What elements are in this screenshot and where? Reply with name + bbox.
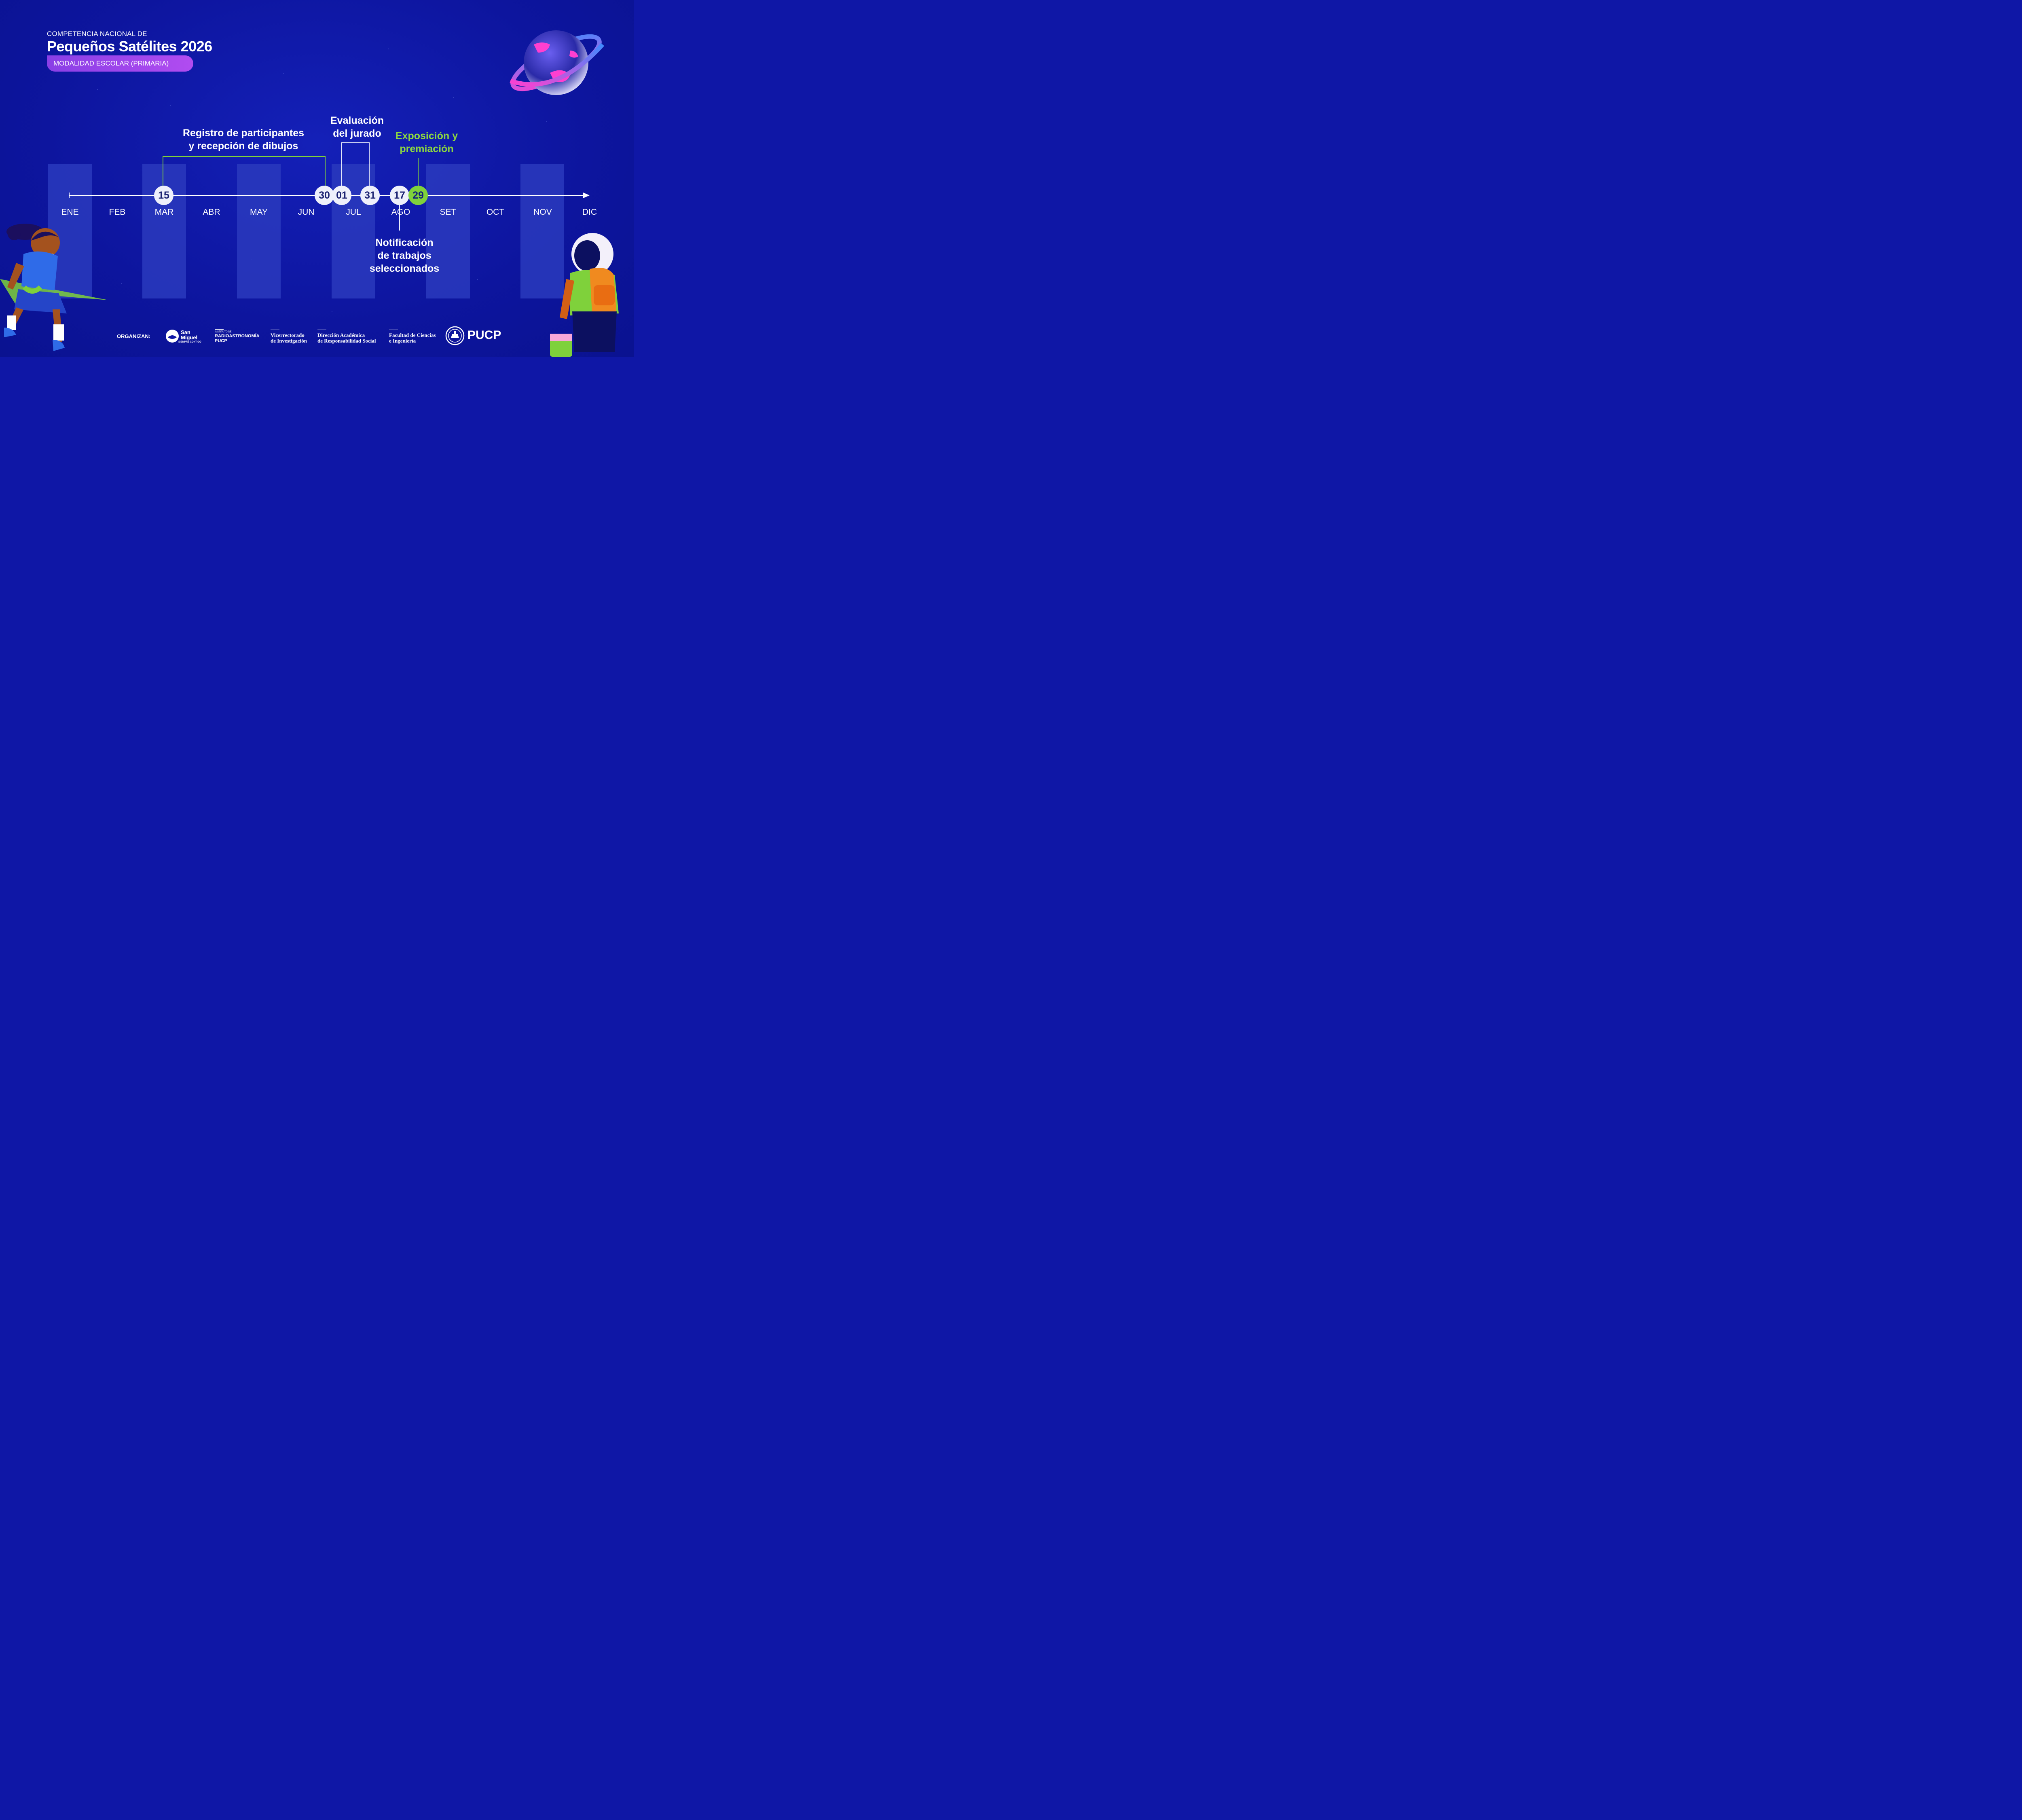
dars-line2: de Responsabilidad Social [317, 338, 376, 344]
planet-illustration [510, 30, 605, 95]
month-column-mar [142, 164, 186, 298]
date-node-17-ago: 17 [390, 186, 409, 205]
sanmiguel-logo-icon [166, 330, 179, 343]
month-label: ENE [61, 207, 79, 217]
date-node-15-mar: 15 [154, 186, 173, 205]
event-notificacion-line1: Notificación [375, 237, 434, 248]
event-exposicion: Exposición y premiación [388, 129, 465, 155]
date-node-01-jul: 01 [332, 186, 351, 205]
girl-illustration [0, 224, 108, 351]
month-label: DIC [582, 207, 597, 217]
sanmiguel-line2: Miguel [181, 334, 198, 341]
event-exposicion-line2: premiación [400, 143, 454, 154]
radio-small: INSTITUTO DE [215, 331, 232, 333]
event-evaluacion: Evaluación del jurado [325, 114, 389, 140]
vri-line1: Vicerrectorado [271, 332, 305, 338]
pucp-shield-icon [445, 326, 465, 345]
event-evaluacion-line1: Evaluación [330, 115, 384, 126]
modality-badge: MODALIDAD ESCOLAR (PRIMARIA) [47, 55, 193, 72]
month-label: JUN [298, 207, 315, 217]
month-label: OCT [486, 207, 505, 217]
event-notificacion-line3: seleccionados [369, 263, 440, 274]
timeline-start-tick [69, 193, 70, 198]
vri-line2: de Investigación [271, 338, 307, 344]
astronaut-illustration [550, 233, 619, 357]
pucp-wordmark: PUCP [467, 328, 501, 342]
event-notificacion: Notificación de trabajos seleccionados [364, 236, 445, 275]
sanmiguel-line1: San [181, 329, 190, 335]
month-column-nov [520, 164, 564, 298]
exposicion-connector [418, 158, 419, 186]
modality-label: MODALIDAD ESCOLAR (PRIMARIA) [53, 59, 169, 67]
timeline-arrow-icon [583, 193, 590, 198]
radio-line1: RADIOASTRONOMÍA [215, 334, 260, 339]
fci-line1: Facultad de Ciencias [389, 332, 436, 338]
month-label: FEB [109, 207, 126, 217]
month-label: ABR [203, 207, 220, 217]
dars-line1: Dirección Académica [317, 332, 365, 338]
month-column-may [237, 164, 281, 298]
organizers-label: ORGANIZAN: [117, 333, 151, 339]
event-evaluacion-line2: del jurado [333, 128, 381, 139]
radio-line2: PUCP [215, 339, 227, 343]
month-label: MAY [250, 207, 268, 217]
month-label: SET [440, 207, 457, 217]
page-title: Pequeños Satélites 2026 [47, 38, 212, 55]
month-column-set [426, 164, 470, 298]
month-label: NOV [533, 207, 552, 217]
event-registro: Registro de participantes y recepción de… [175, 127, 312, 152]
fci-line2: e Ingeniería [389, 338, 416, 344]
header-kicker: COMPETENCIA NACIONAL DE [47, 30, 147, 38]
month-label: JUL [346, 207, 361, 217]
month-label: MAR [154, 207, 174, 217]
event-registro-line2: y recepción de dibujos [188, 140, 298, 152]
date-node-29-ago: 29 [408, 186, 428, 205]
event-exposicion-line1: Exposición y [395, 130, 458, 142]
month-label: AGO [391, 207, 410, 217]
timeline-poster: COMPETENCIA NACIONAL DE Pequeños Satélit… [0, 0, 634, 357]
sanmiguel-tagline: SIEMPRE CONTIGO [178, 341, 201, 343]
date-node-30-jun: 30 [315, 186, 334, 205]
event-registro-line1: Registro de participantes [182, 127, 305, 139]
notificacion-connector [399, 205, 400, 231]
event-notificacion-line2: de trabajos [377, 250, 431, 261]
date-node-31-jul: 31 [360, 186, 380, 205]
